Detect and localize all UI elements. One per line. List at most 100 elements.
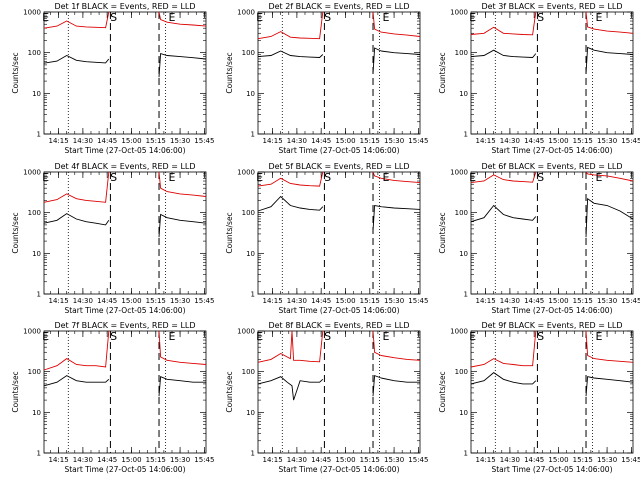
series-line-events: [585, 197, 634, 238]
y-axis-label: Counts/sec: [438, 52, 447, 93]
x-tick-label: 15:30: [597, 137, 617, 145]
y-tick-label: 1000: [237, 9, 255, 17]
y-tick-label: 1: [464, 131, 468, 139]
panel: Det 5f BLACK = Events, RED = LLD Counts/s…: [225, 162, 428, 315]
y-tick-label: 100: [242, 209, 255, 217]
plot-frame: [43, 330, 207, 454]
plot-frame: [470, 11, 634, 135]
x-axis-label: Start Time (27-Oct-05 14:06:00): [491, 465, 612, 474]
event-marker-label: E: [256, 11, 263, 24]
series-line-events: [257, 50, 324, 58]
y-tick-label: 1: [251, 131, 255, 139]
y-tick-label: 1000: [23, 169, 41, 177]
y-tick-label: 10: [32, 250, 41, 258]
y-tick-label: 1: [37, 131, 41, 139]
series-line-lld: [257, 171, 324, 187]
y-tick-label: 1000: [237, 169, 255, 177]
series-line-lld: [43, 171, 110, 203]
panel: Det 1f BLACK = Events, RED = LLD Counts/s…: [11, 2, 214, 155]
y-tick-label: 1000: [237, 328, 255, 336]
series-line-lld: [470, 330, 537, 368]
y-axis-label: Counts/sec: [11, 371, 20, 412]
x-tick-label: 15:00: [548, 456, 568, 464]
y-tick-label: 10: [459, 409, 468, 417]
x-axis-label: Start Time (27-Oct-05 14:06:00): [64, 146, 185, 155]
x-tick-label: 14:45: [97, 137, 117, 145]
y-tick-label: 10: [246, 90, 255, 98]
x-tick-label: 15:15: [573, 137, 593, 145]
x-tick-label: 14:15: [262, 297, 282, 305]
series-line-events: [43, 54, 110, 64]
event-marker-label: E: [596, 330, 603, 343]
series-line-lld: [43, 330, 110, 371]
y-tick-label: 1: [37, 450, 41, 458]
x-tick-label: 14:30: [73, 456, 93, 464]
x-tick-label: 15:45: [408, 137, 428, 145]
x-axis-label: Start Time (27-Oct-05 14:06:00): [491, 306, 612, 315]
y-tick-label: 10: [32, 409, 41, 417]
event-marker-label: E: [596, 171, 603, 184]
panel-title: Det 4f BLACK = Events, RED = LLD: [54, 162, 195, 171]
series-line-events: [158, 213, 207, 238]
x-axis-label: Start Time (27-Oct-05 14:06:00): [64, 465, 185, 474]
y-tick-label: 1000: [23, 328, 41, 336]
x-tick-label: 14:15: [475, 456, 495, 464]
plot-frame: [470, 171, 634, 295]
event-marker-label: E: [469, 330, 476, 343]
event-marker-label: S: [537, 171, 544, 184]
event-marker-label: E: [256, 171, 263, 184]
series-line-events: [470, 204, 537, 223]
x-tick-label: 14:30: [500, 456, 520, 464]
y-axis-label: Counts/sec: [225, 371, 234, 412]
series-line-events: [372, 374, 420, 397]
event-marker-label: E: [169, 171, 176, 184]
plot-frame: [257, 171, 421, 295]
y-tick-label: 100: [28, 209, 41, 217]
panel: Det 7f BLACK = Events, RED = LLD Counts/s…: [11, 321, 214, 474]
event-marker-label: E: [469, 11, 476, 24]
x-axis-label: Start Time (27-Oct-05 14:06:00): [491, 146, 612, 155]
y-tick-label: 100: [455, 209, 468, 217]
x-tick-label: 15:15: [146, 137, 166, 145]
x-tick-label: 15:15: [573, 297, 593, 305]
plot-frame: [257, 330, 421, 454]
x-tick-label: 15:00: [335, 137, 355, 145]
x-tick-label: 14:30: [73, 137, 93, 145]
x-tick-label: 15:30: [384, 297, 404, 305]
x-tick-label: 14:30: [287, 137, 307, 145]
x-tick-label: 15:45: [408, 456, 428, 464]
y-tick-label: 10: [32, 90, 41, 98]
y-tick-label: 1000: [450, 169, 468, 177]
x-tick-label: 15:15: [146, 456, 166, 464]
series-line-lld: [585, 330, 634, 363]
event-marker-label: S: [537, 11, 544, 24]
event-marker-label: S: [324, 330, 331, 343]
series-line-events: [372, 47, 421, 74]
x-tick-label: 15:00: [335, 297, 355, 305]
y-tick-label: 1: [251, 291, 255, 299]
panel-title: Det 7f BLACK = Events, RED = LLD: [54, 321, 195, 330]
y-tick-label: 1: [37, 291, 41, 299]
plot-frame: [43, 171, 207, 295]
y-tick-label: 1: [464, 291, 468, 299]
x-tick-label: 14:30: [287, 456, 307, 464]
series-line-events: [43, 213, 110, 226]
series-line-lld: [158, 11, 207, 27]
series-line-events: [585, 46, 634, 74]
x-tick-label: 15:00: [121, 137, 141, 145]
event-marker-label: S: [110, 171, 117, 184]
x-tick-label: 15:15: [573, 456, 593, 464]
y-tick-label: 10: [459, 250, 468, 258]
x-tick-label: 14:15: [48, 456, 68, 464]
panel: Det 9f BLACK = Events, RED = LLD Counts/s…: [438, 321, 640, 474]
event-marker-label: E: [383, 330, 390, 343]
series-line-lld: [372, 330, 421, 361]
event-marker-label: E: [42, 330, 49, 343]
x-tick-label: 15:00: [548, 297, 568, 305]
x-tick-label: 15:30: [170, 297, 190, 305]
x-tick-label: 14:15: [475, 137, 495, 145]
x-tick-label: 14:30: [500, 137, 520, 145]
series-line-events: [470, 49, 537, 58]
series-line-lld: [43, 11, 110, 29]
